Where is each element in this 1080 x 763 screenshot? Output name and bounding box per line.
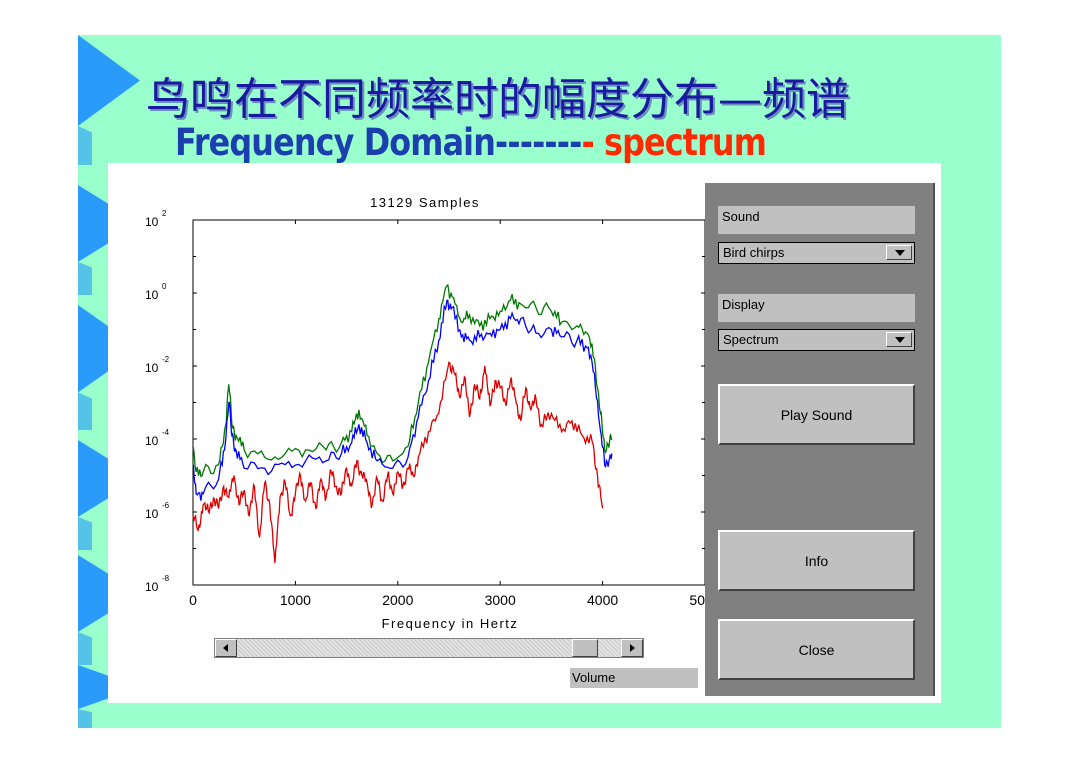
- chevron-down-icon[interactable]: [886, 332, 912, 347]
- spectrum-chart: 13129 Samples 01000200030004000500010210…: [145, 195, 708, 631]
- title-english-part2: - spectrum: [581, 121, 767, 164]
- y-tick-label: 10: [145, 507, 159, 521]
- app-window: 13129 Samples 01000200030004000500010210…: [108, 163, 941, 703]
- deco-bar: [78, 517, 92, 550]
- y-tick-exponent: -2: [162, 355, 170, 364]
- deco-arrow: [78, 35, 140, 126]
- y-tick-exponent: -4: [162, 428, 170, 437]
- y-tick-exponent: 0: [162, 282, 167, 291]
- y-tick-label: 10: [145, 434, 159, 448]
- title-english-part1: Frequency Domain-------: [175, 121, 582, 164]
- chevron-down-icon[interactable]: [886, 245, 912, 260]
- deco-bar: [78, 392, 92, 430]
- y-tick-exponent: -6: [162, 501, 170, 510]
- deco-bar: [78, 126, 92, 165]
- x-tick-label: 0: [189, 592, 197, 608]
- axis-layer: 01000200030004000500010210010-210-410-61…: [145, 209, 708, 608]
- series-layer: [192, 283, 613, 564]
- deco-bar: [78, 262, 92, 295]
- deco-bar: [78, 632, 92, 665]
- y-tick-label: 10: [145, 580, 159, 594]
- sound-dropdown[interactable]: Bird chirps: [718, 242, 915, 264]
- y-tick-exponent: -8: [162, 574, 170, 583]
- x-axis-label: Frequency in Hertz: [382, 616, 519, 631]
- sound-dropdown-value: Bird chirps: [723, 245, 785, 260]
- scroll-right-arrow-icon[interactable]: [621, 639, 643, 657]
- control-panel: Sound Bird chirps Display Spectrum Play …: [705, 183, 935, 696]
- x-tick-label: 5000: [689, 592, 708, 608]
- y-tick-label: 10: [145, 361, 159, 375]
- deco-bar: [78, 709, 92, 728]
- slide: 鸟鸣在不同频率时的幅度分布—频谱 Frequency Domain-------…: [78, 35, 1001, 728]
- spectrum-series-line: [192, 283, 613, 478]
- y-tick-label: 10: [145, 288, 159, 302]
- sound-label: Sound: [718, 206, 915, 234]
- y-tick-exponent: 2: [162, 209, 167, 218]
- spectrum-series-line: [192, 361, 604, 564]
- display-dropdown-value: Spectrum: [723, 332, 779, 347]
- slide-title-english: Frequency Domain-------- spectrum: [175, 121, 767, 164]
- y-tick-label: 10: [145, 215, 159, 229]
- x-tick-label: 1000: [280, 592, 311, 608]
- slide-title-chinese: 鸟鸣在不同频率时的幅度分布—频谱: [146, 74, 850, 125]
- scroll-thumb[interactable]: [571, 639, 598, 657]
- display-label: Display: [718, 294, 915, 322]
- scroll-left-arrow-icon[interactable]: [215, 639, 237, 657]
- volume-scrollbar[interactable]: [214, 638, 644, 658]
- display-dropdown[interactable]: Spectrum: [718, 329, 915, 351]
- close-button[interactable]: Close: [718, 619, 915, 680]
- plot-area-frame: [192, 219, 706, 586]
- x-tick-label: 3000: [485, 592, 516, 608]
- spectrum-series-line: [192, 299, 613, 501]
- volume-label: Volume: [570, 668, 698, 688]
- x-tick-label: 2000: [382, 592, 413, 608]
- x-tick-label: 4000: [587, 592, 618, 608]
- play-sound-button[interactable]: Play Sound: [718, 384, 915, 445]
- info-button[interactable]: Info: [718, 530, 915, 591]
- chart-title: 13129 Samples: [370, 195, 480, 210]
